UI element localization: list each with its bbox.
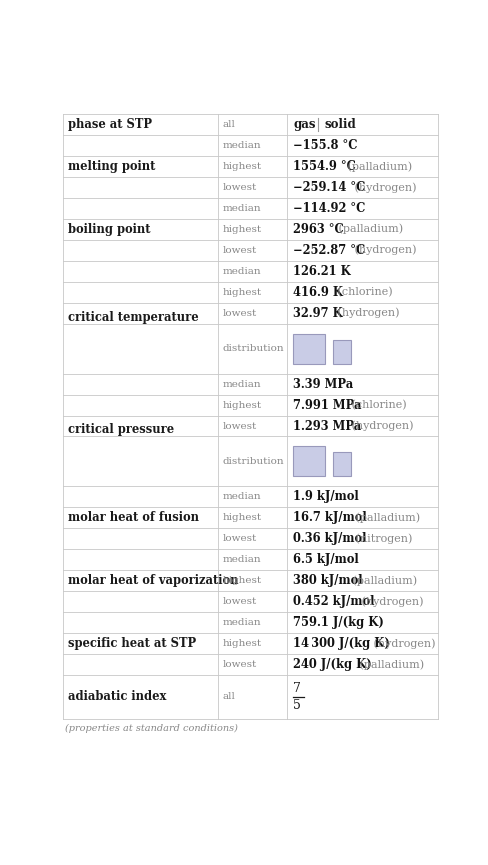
Text: median: median bbox=[223, 266, 261, 276]
Text: lowest: lowest bbox=[223, 183, 257, 192]
Text: −114.92 °C: −114.92 °C bbox=[293, 202, 365, 215]
Text: gas: gas bbox=[293, 118, 315, 131]
Text: critical temperature: critical temperature bbox=[67, 311, 198, 324]
Text: 240 J/(kg K): 240 J/(kg K) bbox=[293, 658, 371, 671]
Text: median: median bbox=[223, 203, 261, 213]
Text: 3.39 MPa: 3.39 MPa bbox=[293, 377, 353, 390]
Text: 0.36 kJ/mol: 0.36 kJ/mol bbox=[293, 532, 366, 546]
Bar bbox=[293, 334, 324, 363]
Bar bbox=[293, 446, 324, 477]
Text: lowest: lowest bbox=[223, 535, 257, 543]
Text: highest: highest bbox=[223, 400, 262, 409]
Text: solid: solid bbox=[324, 118, 356, 131]
Text: 16.7 kJ/mol: 16.7 kJ/mol bbox=[293, 511, 366, 524]
Text: highest: highest bbox=[223, 576, 262, 586]
Text: 7.991 MPa: 7.991 MPa bbox=[293, 399, 361, 412]
Text: 1.9 kJ/mol: 1.9 kJ/mol bbox=[293, 490, 359, 503]
Text: 2963 °C: 2963 °C bbox=[293, 222, 344, 235]
Text: (hydrogen): (hydrogen) bbox=[350, 245, 416, 255]
Text: 1.293 MPa: 1.293 MPa bbox=[293, 420, 361, 432]
Bar bbox=[332, 452, 350, 477]
Text: 5: 5 bbox=[293, 699, 301, 712]
Text: 380 kJ/mol: 380 kJ/mol bbox=[293, 574, 362, 587]
Text: adiabatic index: adiabatic index bbox=[67, 690, 165, 703]
Text: (hydrogen): (hydrogen) bbox=[347, 420, 413, 432]
Text: 416.9 K: 416.9 K bbox=[293, 285, 343, 298]
Text: boiling point: boiling point bbox=[67, 222, 150, 235]
Text: molar heat of fusion: molar heat of fusion bbox=[67, 511, 198, 524]
Text: (palladium): (palladium) bbox=[352, 513, 420, 523]
Text: all: all bbox=[223, 119, 235, 129]
Text: (hydrogen): (hydrogen) bbox=[369, 638, 435, 649]
Text: (properties at standard conditions): (properties at standard conditions) bbox=[65, 724, 237, 733]
Text: lowest: lowest bbox=[223, 598, 257, 606]
Text: highest: highest bbox=[223, 288, 262, 297]
Text: specific heat at STP: specific heat at STP bbox=[67, 638, 195, 650]
Text: (chlorine): (chlorine) bbox=[348, 400, 406, 410]
Text: (hydrogen): (hydrogen) bbox=[358, 597, 423, 607]
Text: lowest: lowest bbox=[223, 421, 257, 431]
Text: median: median bbox=[223, 380, 261, 388]
Text: −155.8 °C: −155.8 °C bbox=[293, 138, 357, 151]
Text: all: all bbox=[223, 692, 235, 702]
Text: median: median bbox=[223, 492, 261, 502]
Text: melting point: melting point bbox=[67, 160, 155, 173]
Text: molar heat of vaporization: molar heat of vaporization bbox=[67, 574, 238, 587]
Text: lowest: lowest bbox=[223, 660, 257, 670]
Text: 126.21 K: 126.21 K bbox=[293, 265, 350, 278]
Text: phase at STP: phase at STP bbox=[67, 118, 151, 131]
Bar bbox=[332, 340, 350, 363]
Text: −259.14 °C: −259.14 °C bbox=[293, 181, 365, 194]
Text: median: median bbox=[223, 555, 261, 564]
Text: median: median bbox=[223, 141, 261, 150]
Text: (nitrogen): (nitrogen) bbox=[351, 534, 412, 544]
Text: lowest: lowest bbox=[223, 246, 257, 254]
Text: 6.5 kJ/mol: 6.5 kJ/mol bbox=[293, 554, 359, 567]
Text: highest: highest bbox=[223, 514, 262, 522]
Text: distribution: distribution bbox=[223, 344, 284, 353]
Text: 1554.9 °C: 1554.9 °C bbox=[293, 160, 356, 173]
Text: 759.1 J/(kg K): 759.1 J/(kg K) bbox=[293, 617, 384, 630]
Text: 7: 7 bbox=[293, 682, 301, 695]
Text: (hydrogen): (hydrogen) bbox=[333, 308, 399, 318]
Text: (palladium): (palladium) bbox=[334, 224, 402, 234]
Text: (palladium): (palladium) bbox=[344, 161, 411, 171]
Text: highest: highest bbox=[223, 639, 262, 648]
Text: median: median bbox=[223, 618, 261, 627]
Text: 14 300 J/(kg K): 14 300 J/(kg K) bbox=[293, 638, 389, 650]
Text: critical pressure: critical pressure bbox=[67, 424, 173, 437]
Text: 0.452 kJ/mol: 0.452 kJ/mol bbox=[293, 595, 374, 608]
Text: (palladium): (palladium) bbox=[348, 575, 417, 586]
Text: (palladium): (palladium) bbox=[356, 659, 424, 670]
Text: −252.87 °C: −252.87 °C bbox=[293, 244, 365, 257]
Text: distribution: distribution bbox=[223, 457, 284, 466]
Text: (chlorine): (chlorine) bbox=[333, 287, 392, 298]
Text: 32.97 K: 32.97 K bbox=[293, 306, 343, 319]
Text: lowest: lowest bbox=[223, 309, 257, 317]
Text: (hydrogen): (hydrogen) bbox=[351, 182, 416, 193]
Text: highest: highest bbox=[223, 225, 262, 234]
Text: highest: highest bbox=[223, 162, 262, 170]
